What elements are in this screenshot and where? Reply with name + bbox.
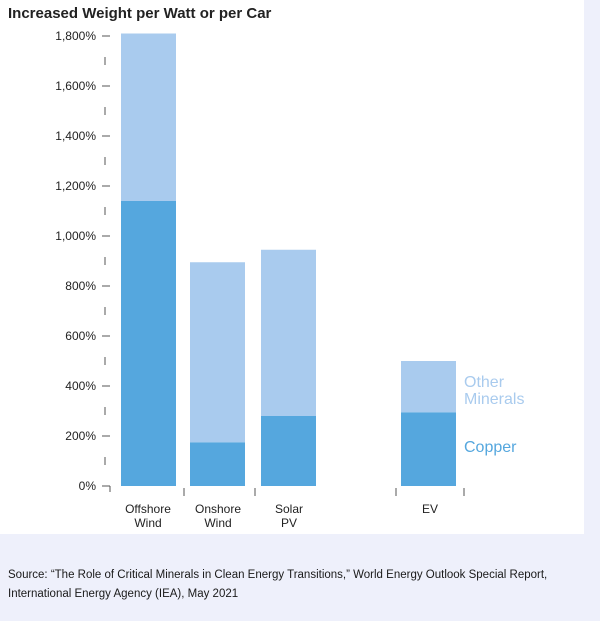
y-tick-label: 400%	[65, 379, 96, 393]
bar-other-minerals	[261, 249, 316, 416]
y-tick-label: 1,000%	[55, 229, 96, 243]
y-tick-label: 600%	[65, 329, 96, 343]
bar-copper	[261, 416, 316, 486]
legend-label-other-minerals: Other Minerals	[464, 374, 524, 408]
bar-chart: 0% 200% 400% 600% 800% 1,000% 1,200% 1,400% 1,60…	[55, 29, 524, 530]
x-axis: Offshore Wind Onshore Wind Solar PV EV	[125, 488, 465, 530]
source-note: Source: “The Role of Critical Minerals i…	[8, 569, 548, 600]
x-tick-label: Offshore Wind	[125, 502, 171, 530]
x-tick-label: Solar PV	[275, 502, 303, 530]
y-tick-label: 200%	[65, 429, 96, 443]
x-tick-label: EV	[422, 502, 438, 516]
x-tick-label: Onshore Wind	[195, 502, 241, 530]
y-tick-label: 0%	[79, 479, 97, 493]
y-tick-label: 1,400%	[55, 129, 96, 143]
bar-other-minerals	[121, 33, 176, 201]
y-axis: 0% 200% 400% 600% 800% 1,000% 1,200% 1,400% 1,60…	[55, 29, 111, 493]
y-tick-label: 1,200%	[55, 179, 96, 193]
legend-label-copper: Copper	[464, 439, 517, 456]
bar-copper	[190, 442, 245, 486]
bars	[121, 33, 456, 486]
bar-other-minerals	[190, 262, 245, 443]
bar-other-minerals	[401, 361, 456, 413]
y-tick-label: 1,600%	[55, 79, 96, 93]
legend: Other Minerals Copper	[464, 374, 524, 456]
y-tick-label: 800%	[65, 279, 96, 293]
chart-title: Increased Weight per Watt or per Car	[8, 5, 272, 22]
y-tick-label: 1,800%	[55, 29, 96, 43]
bar-copper	[121, 201, 176, 486]
bar-copper	[401, 412, 456, 486]
chart-card: Increased Weight per Watt or per Car 0% 2…	[0, 0, 584, 534]
